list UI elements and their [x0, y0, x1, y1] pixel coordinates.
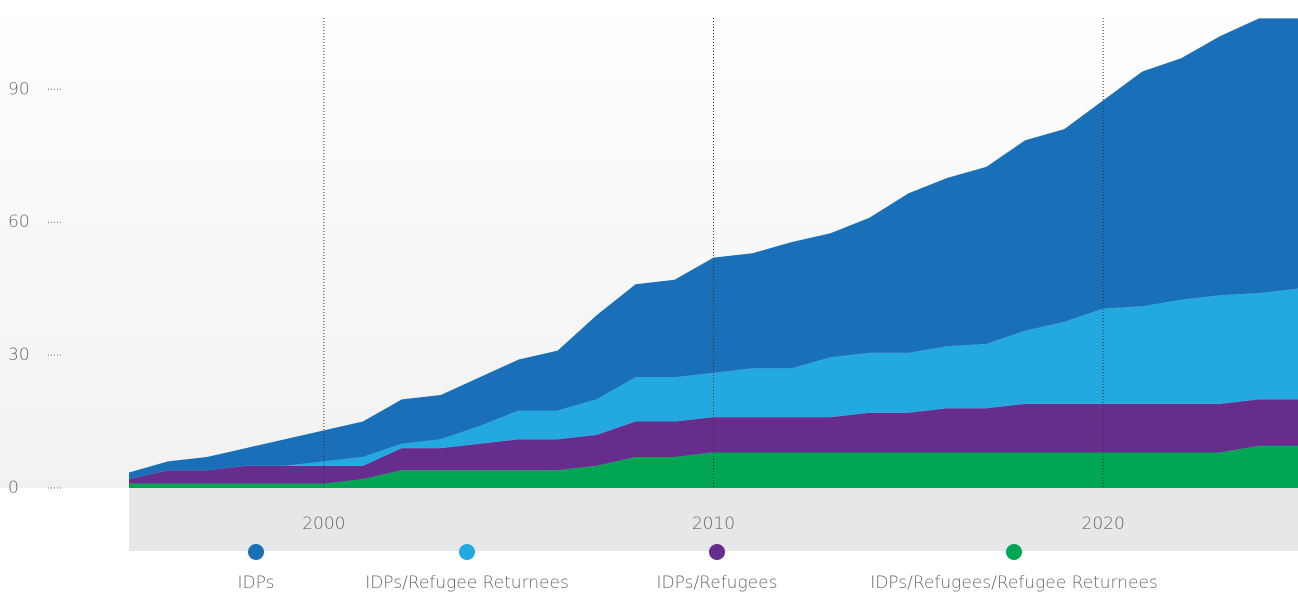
y-tick-label: 0 — [8, 478, 19, 498]
area — [129, 18, 1298, 480]
legend-marker — [1006, 544, 1022, 560]
y-tick-label: 60 — [8, 212, 30, 232]
legend-label: IDPs/Refugee Returnees — [365, 573, 569, 593]
legend-label: IDPs/Refugees — [657, 573, 778, 593]
x-axis-band — [129, 488, 1298, 551]
area — [129, 288, 1298, 480]
legend-label: IDPs — [238, 573, 275, 593]
y-tick-label: 90 — [8, 79, 30, 99]
y-tick-label: 30 — [8, 345, 30, 365]
legend-marker — [248, 544, 264, 560]
x-tick-label: 2010 — [692, 514, 735, 534]
x-tick-label: 2020 — [1082, 514, 1125, 534]
legend-marker — [709, 544, 725, 560]
legend-label: IDPs/Refugees/Refugee Returnees — [870, 573, 1158, 593]
area — [129, 445, 1298, 488]
legend-marker — [459, 544, 475, 560]
x-tick-label: 2000 — [302, 514, 345, 534]
